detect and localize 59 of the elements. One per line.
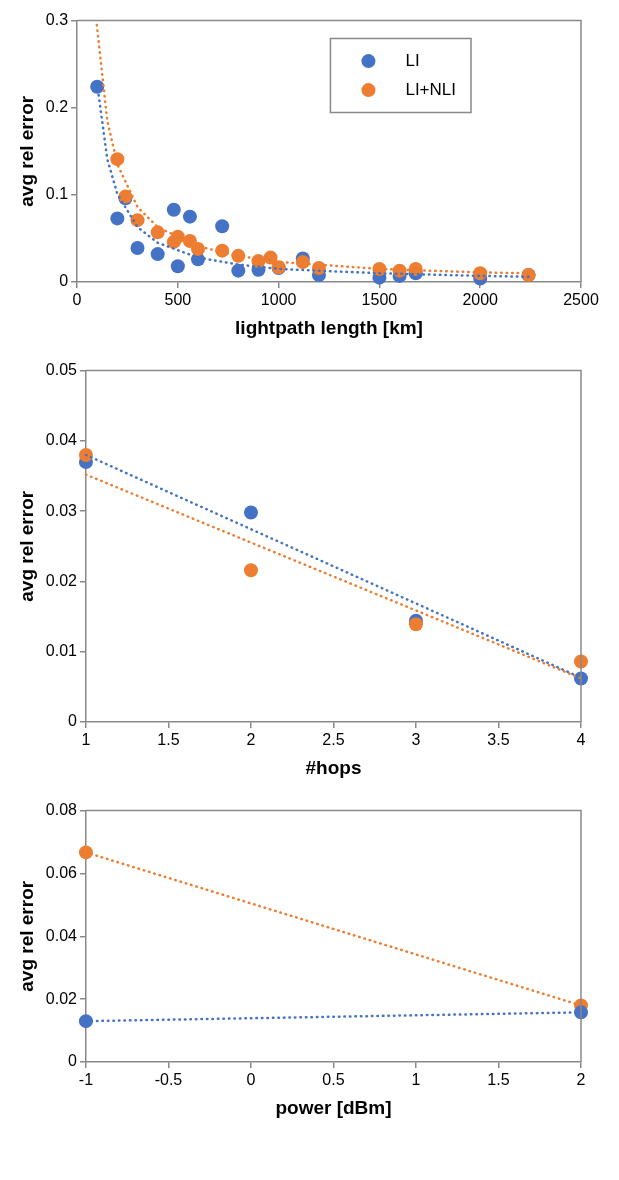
y-tick-label: 0.04 bbox=[45, 926, 78, 944]
y-tick-label: 0 bbox=[68, 1052, 78, 1070]
x-tick-label: 1000 bbox=[260, 291, 297, 309]
point bbox=[150, 247, 165, 262]
point bbox=[243, 563, 258, 578]
x-tick-label: 1500 bbox=[361, 291, 398, 309]
x-tick-label: 2.5 bbox=[322, 731, 345, 749]
x-tick-label: 0.5 bbox=[322, 1071, 345, 1089]
x-axis-title: lightpath length [km] bbox=[235, 316, 423, 338]
y-axis-title: avg rel error bbox=[15, 490, 37, 602]
y-tick-label: 0 bbox=[59, 272, 69, 290]
x-tick-label: 4 bbox=[576, 731, 586, 749]
y-tick-label: 0 bbox=[68, 712, 78, 730]
x-tick-label: -1 bbox=[78, 1071, 94, 1089]
x-tick-label: 2 bbox=[246, 731, 256, 749]
y-tick-label: 0.02 bbox=[45, 571, 78, 589]
x-axis-title: #hops bbox=[305, 756, 362, 778]
x-tick-label: 3 bbox=[411, 731, 421, 749]
y-tick-label: 0.04 bbox=[45, 431, 78, 449]
x-axis-title: power [dBm] bbox=[275, 1096, 392, 1118]
x-tick-label: 1.5 bbox=[157, 731, 180, 749]
y-tick-label: 0.05 bbox=[45, 361, 78, 379]
x-tick-label: 3.5 bbox=[487, 731, 510, 749]
point bbox=[78, 1014, 93, 1029]
y-axis-title: avg rel error bbox=[15, 880, 37, 992]
y-tick-label: 0.01 bbox=[45, 642, 78, 660]
legend-label: LI bbox=[405, 50, 420, 70]
point bbox=[170, 259, 185, 274]
x-tick-label: 2000 bbox=[462, 291, 499, 309]
x-tick-label: 1 bbox=[411, 1071, 421, 1089]
y-tick-label: 0.02 bbox=[45, 989, 78, 1007]
x-tick-label: 2 bbox=[576, 1071, 586, 1089]
y-tick-label: 0.03 bbox=[45, 501, 78, 519]
point bbox=[231, 263, 246, 278]
point bbox=[130, 241, 145, 256]
point bbox=[130, 213, 145, 228]
y-tick-label: 0.2 bbox=[45, 98, 69, 116]
x-tick-label: 2500 bbox=[563, 291, 599, 309]
point bbox=[110, 211, 125, 226]
x-tick-label: 500 bbox=[164, 291, 192, 309]
y-tick-label: 0.3 bbox=[45, 11, 69, 29]
point bbox=[408, 617, 423, 632]
point bbox=[182, 209, 197, 224]
x-tick-label: 1.5 bbox=[487, 1071, 510, 1089]
point bbox=[215, 219, 230, 234]
y-tick-label: 0.08 bbox=[45, 801, 78, 819]
x-tick-label: 0 bbox=[246, 1071, 256, 1089]
point bbox=[78, 447, 93, 462]
x-tick-label: 1 bbox=[81, 731, 91, 749]
point bbox=[78, 845, 93, 860]
y-axis-title: avg rel error bbox=[15, 95, 37, 207]
point bbox=[190, 241, 205, 256]
x-tick-label: -0.5 bbox=[154, 1071, 183, 1089]
y-tick-label: 0.1 bbox=[45, 185, 69, 203]
point bbox=[166, 202, 181, 217]
point bbox=[150, 225, 165, 240]
y-tick-label: 0.06 bbox=[45, 863, 78, 881]
legend-label: LI+NLI bbox=[405, 79, 456, 99]
point bbox=[243, 505, 258, 520]
